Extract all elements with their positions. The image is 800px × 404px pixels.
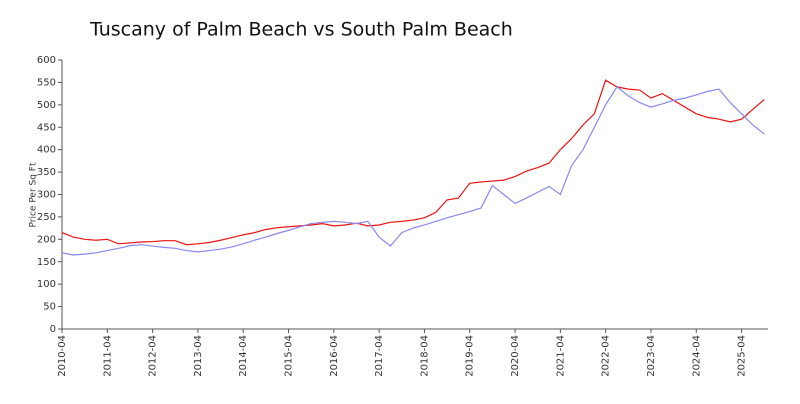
y-tick-label: 250 bbox=[37, 212, 56, 223]
x-tick-label: 2020-04 bbox=[510, 335, 521, 377]
x-tick-label: 2017-04 bbox=[374, 335, 385, 377]
x-tick-label: 2024-04 bbox=[691, 335, 702, 377]
x-tick-label: 2010-04 bbox=[57, 335, 68, 377]
x-tick-label: 2021-04 bbox=[555, 335, 566, 377]
y-tick-label: 350 bbox=[37, 167, 56, 178]
y-tick-label: 400 bbox=[37, 145, 56, 156]
x-tick-label: 2018-04 bbox=[419, 335, 430, 377]
y-tick-label: 200 bbox=[37, 234, 56, 245]
y-tick-label: 0 bbox=[50, 324, 56, 335]
line-series bbox=[61, 79, 765, 246]
y-tick-label: 500 bbox=[37, 100, 56, 111]
x-tick-label: 2025-04 bbox=[737, 335, 748, 377]
x-tick-label: 2022-04 bbox=[601, 335, 612, 377]
x-tick-label: 2023-04 bbox=[646, 335, 657, 377]
x-tick-label: 2015-04 bbox=[284, 335, 295, 377]
line-series bbox=[61, 86, 765, 256]
y-tick-label: 50 bbox=[43, 302, 56, 313]
x-tick-label: 2019-04 bbox=[465, 335, 476, 377]
y-axis-label: Price Per Sq Ft bbox=[29, 162, 39, 227]
y-tick-label: 600 bbox=[37, 55, 56, 66]
x-tick-label: 2013-04 bbox=[193, 335, 204, 377]
x-tick-label: 2014-04 bbox=[238, 335, 249, 377]
y-tick-label: 150 bbox=[37, 257, 56, 268]
y-tick-label: 550 bbox=[37, 77, 56, 88]
chart-title: Tuscany of Palm Beach vs South Palm Beac… bbox=[89, 19, 513, 41]
x-tick-label: 2011-04 bbox=[102, 335, 113, 377]
x-tick-label: 2012-04 bbox=[148, 335, 159, 377]
x-tick-label: 2016-04 bbox=[329, 335, 340, 377]
y-tick-label: 450 bbox=[37, 122, 56, 133]
y-tick-label: 300 bbox=[37, 190, 56, 201]
y-tick-label: 100 bbox=[37, 279, 56, 290]
